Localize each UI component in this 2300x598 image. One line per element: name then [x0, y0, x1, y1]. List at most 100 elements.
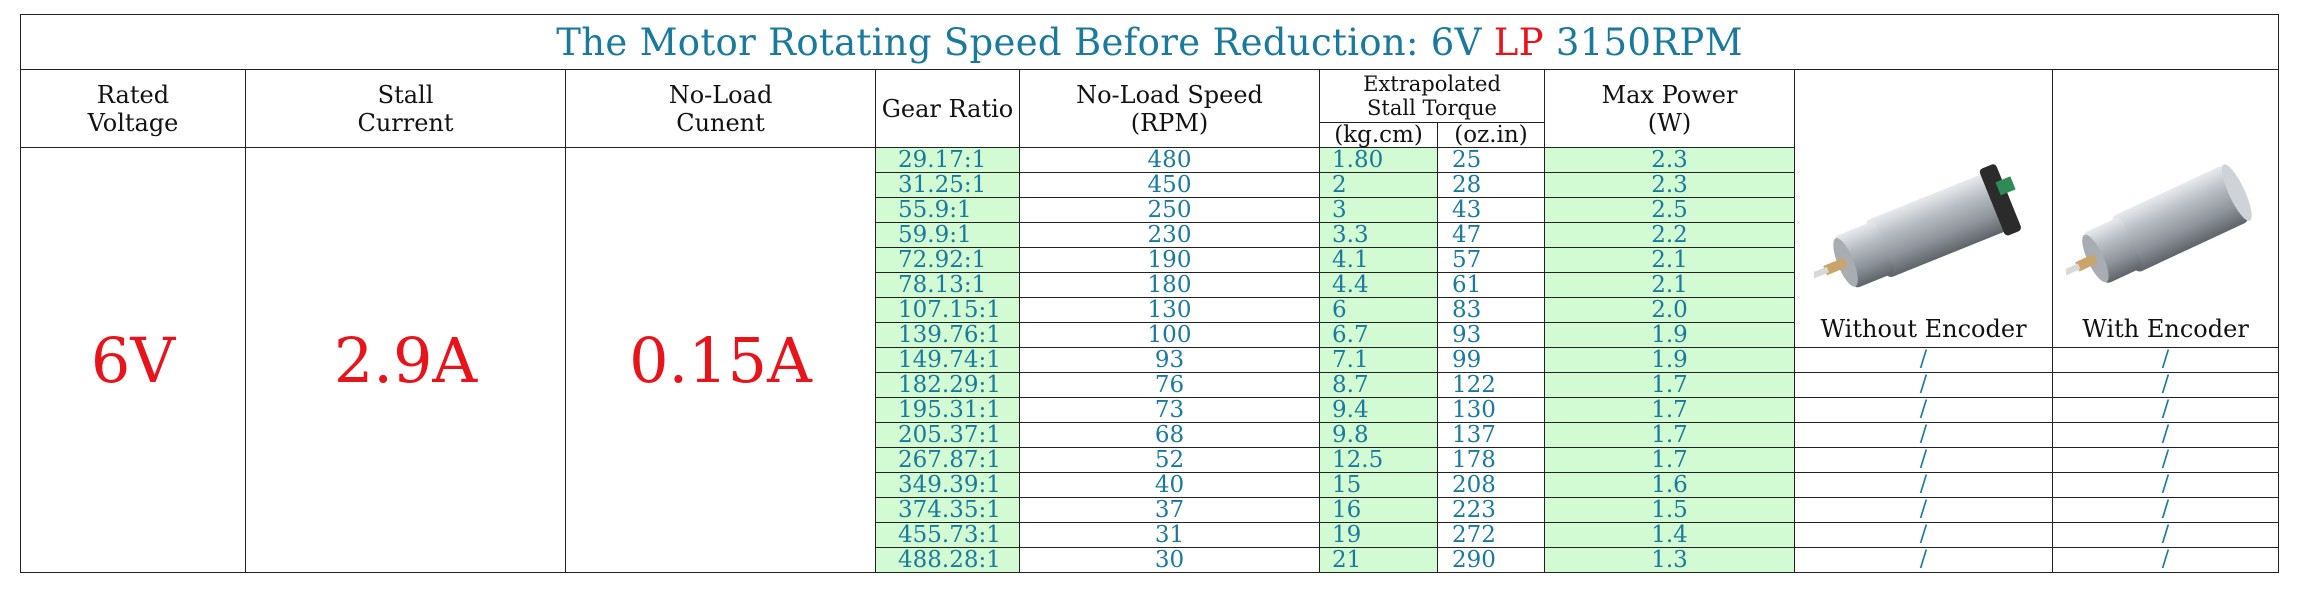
torque-kgcm-cell: 6 — [1319, 297, 1438, 323]
no-load-speed-cell: 31 — [1019, 522, 1320, 548]
gear-ratio-cell: 59.9:1 — [875, 222, 1020, 248]
header-no-load-speed: No-Load Speed (RPM) — [1019, 69, 1320, 148]
torque-ozin-cell: 83 — [1437, 297, 1545, 323]
without-encoder-cell: Without Encoder — [1794, 69, 2053, 348]
without-encoder-cell-value: / — [1794, 547, 2053, 573]
torque-kgcm-cell: 9.8 — [1319, 422, 1438, 448]
header-stall-torque: Extrapolated Stall Torque — [1319, 69, 1545, 123]
gear-ratio-cell: 205.37:1 — [875, 422, 1020, 448]
torque-ozin-cell: 137 — [1437, 422, 1545, 448]
no-load-speed-cell: 250 — [1019, 197, 1320, 223]
header-torque-ozin: (oz.in) — [1437, 122, 1545, 148]
table-row: 107.15:1 130 6 83 2.0 — [21, 297, 2279, 323]
torque-kgcm-cell: 1.80 — [1319, 147, 1438, 173]
without-encoder-cell-value: / — [1794, 422, 2053, 448]
gear-ratio-cell: 78.13:1 — [875, 272, 1020, 298]
torque-kgcm-cell: 3 — [1319, 197, 1438, 223]
table-row: 59.9:1 230 3.3 47 2.2 — [21, 222, 2279, 248]
no-load-speed-cell: 40 — [1019, 472, 1320, 498]
max-power-cell: 1.6 — [1544, 472, 1795, 498]
torque-ozin-cell: 130 — [1437, 397, 1545, 423]
gear-ratio-cell: 31.25:1 — [875, 172, 1020, 198]
without-encoder-cell-value: / — [1794, 397, 2053, 423]
gear-ratio-cell: 182.29:1 — [875, 372, 1020, 398]
no-load-speed-cell: 190 — [1019, 247, 1320, 273]
max-power-cell: 1.7 — [1544, 422, 1795, 448]
with-encoder-cell: With Encoder — [2051, 69, 2280, 348]
torque-ozin-cell: 43 — [1437, 197, 1545, 223]
max-power-cell: 1.3 — [1544, 547, 1795, 573]
torque-ozin-cell: 57 — [1437, 247, 1545, 273]
spec-table-container: The Motor Rotating Speed Before Reductio… — [19, 14, 2280, 573]
title-lp: LP — [1493, 20, 1544, 64]
table-row: 31.25:1 450 2 28 2.3 — [21, 172, 2279, 198]
stall-current-value: 2.9A — [245, 147, 566, 573]
table-row: 267.87:1 52 12.5 178 1.7// — [21, 447, 2280, 473]
without-encoder-cell-value: / — [1794, 372, 2053, 398]
header-no-load-current: No-Load Cunent — [565, 69, 876, 148]
table-title: The Motor Rotating Speed Before Reductio… — [19, 14, 2280, 70]
no-load-speed-cell: 93 — [1019, 347, 1320, 373]
gear-ratio-cell: 107.15:1 — [875, 297, 1020, 323]
torque-kgcm-cell: 2 — [1319, 172, 1438, 198]
gear-ratio-cell: 374.35:1 — [875, 497, 1020, 523]
max-power-cell: 2.3 — [1544, 172, 1795, 198]
table-row: 205.37:1 68 9.8 137 1.7// — [21, 422, 2280, 448]
with-encoder-cell-value: / — [2051, 497, 2280, 523]
motor-without-encoder-image — [1813, 164, 2021, 288]
max-power-cell: 2.0 — [1544, 297, 1795, 323]
no-load-speed-cell: 230 — [1019, 222, 1320, 248]
no-load-speed-cell: 480 — [1019, 147, 1320, 173]
torque-ozin-cell: 178 — [1437, 447, 1545, 473]
max-power-cell: 1.4 — [1544, 522, 1795, 548]
torque-ozin-cell: 93 — [1437, 322, 1545, 348]
torque-kgcm-cell: 21 — [1319, 547, 1438, 573]
no-load-current-value: 0.15A — [565, 147, 876, 573]
table-row: 455.73:1 31 19 272 1.4// — [21, 522, 2280, 548]
no-load-speed-cell: 30 — [1019, 547, 1320, 573]
torque-kgcm-cell: 3.3 — [1319, 222, 1438, 248]
with-encoder-cell-value: / — [2051, 372, 2280, 398]
no-load-speed-cell: 73 — [1019, 397, 1320, 423]
max-power-cell: 1.7 — [1544, 447, 1795, 473]
rated-voltage-value: 6V — [20, 147, 246, 573]
header-rated-voltage: Rated Voltage — [20, 69, 246, 148]
table-row: 72.92:1 190 4.1 57 2.1 — [21, 247, 2279, 273]
title-text: The Motor Rotating Speed Before Reductio… — [556, 20, 1494, 64]
gear-ratio-cell: 195.31:1 — [875, 397, 1020, 423]
torque-ozin-cell: 272 — [1437, 522, 1545, 548]
max-power-cell: 1.9 — [1544, 347, 1795, 373]
torque-kgcm-cell: 9.4 — [1319, 397, 1438, 423]
no-load-speed-cell: 130 — [1019, 297, 1320, 323]
without-encoder-cell-value: / — [1794, 472, 2053, 498]
torque-ozin-cell: 61 — [1437, 272, 1545, 298]
with-encoder-cell-value: / — [2051, 522, 2280, 548]
no-load-speed-cell: 52 — [1019, 447, 1320, 473]
header-max-power: Max Power (W) — [1544, 69, 1795, 148]
title-row: The Motor Rotating Speed Before Reductio… — [19, 14, 2280, 70]
no-load-speed-cell: 68 — [1019, 422, 1320, 448]
torque-ozin-cell: 208 — [1437, 472, 1545, 498]
with-encoder-cell-value: / — [2051, 422, 2280, 448]
with-encoder-cell-value: / — [2051, 447, 2280, 473]
no-load-speed-cell: 76 — [1019, 372, 1320, 398]
torque-kgcm-cell: 19 — [1319, 522, 1438, 548]
gear-ratio-cell: 29.17:1 — [875, 147, 1020, 173]
motor-spec-table: The Motor Rotating Speed Before Reductio… — [19, 14, 2280, 573]
torque-kgcm-cell: 4.1 — [1319, 247, 1438, 273]
gear-ratio-cell: 72.92:1 — [875, 247, 1020, 273]
max-power-cell: 1.7 — [1544, 372, 1795, 398]
gear-ratio-cell: 149.74:1 — [875, 347, 1020, 373]
with-encoder-cell-value: / — [2051, 547, 2280, 573]
torque-kgcm-cell: 6.7 — [1319, 322, 1438, 348]
max-power-cell: 2.1 — [1544, 247, 1795, 273]
max-power-cell: 1.9 — [1544, 322, 1795, 348]
with-encoder-label: With Encoder — [2082, 315, 2249, 343]
torque-ozin-cell: 25 — [1437, 147, 1545, 173]
max-power-cell: 2.2 — [1544, 222, 1795, 248]
without-encoder-cell-value: / — [1794, 522, 2053, 548]
no-load-speed-cell: 37 — [1019, 497, 1320, 523]
with-encoder-cell-value: / — [2051, 347, 2280, 373]
header-torque-kgcm: (kg.cm) — [1319, 122, 1438, 148]
title-rpm: 3150RPM — [1543, 20, 1743, 64]
